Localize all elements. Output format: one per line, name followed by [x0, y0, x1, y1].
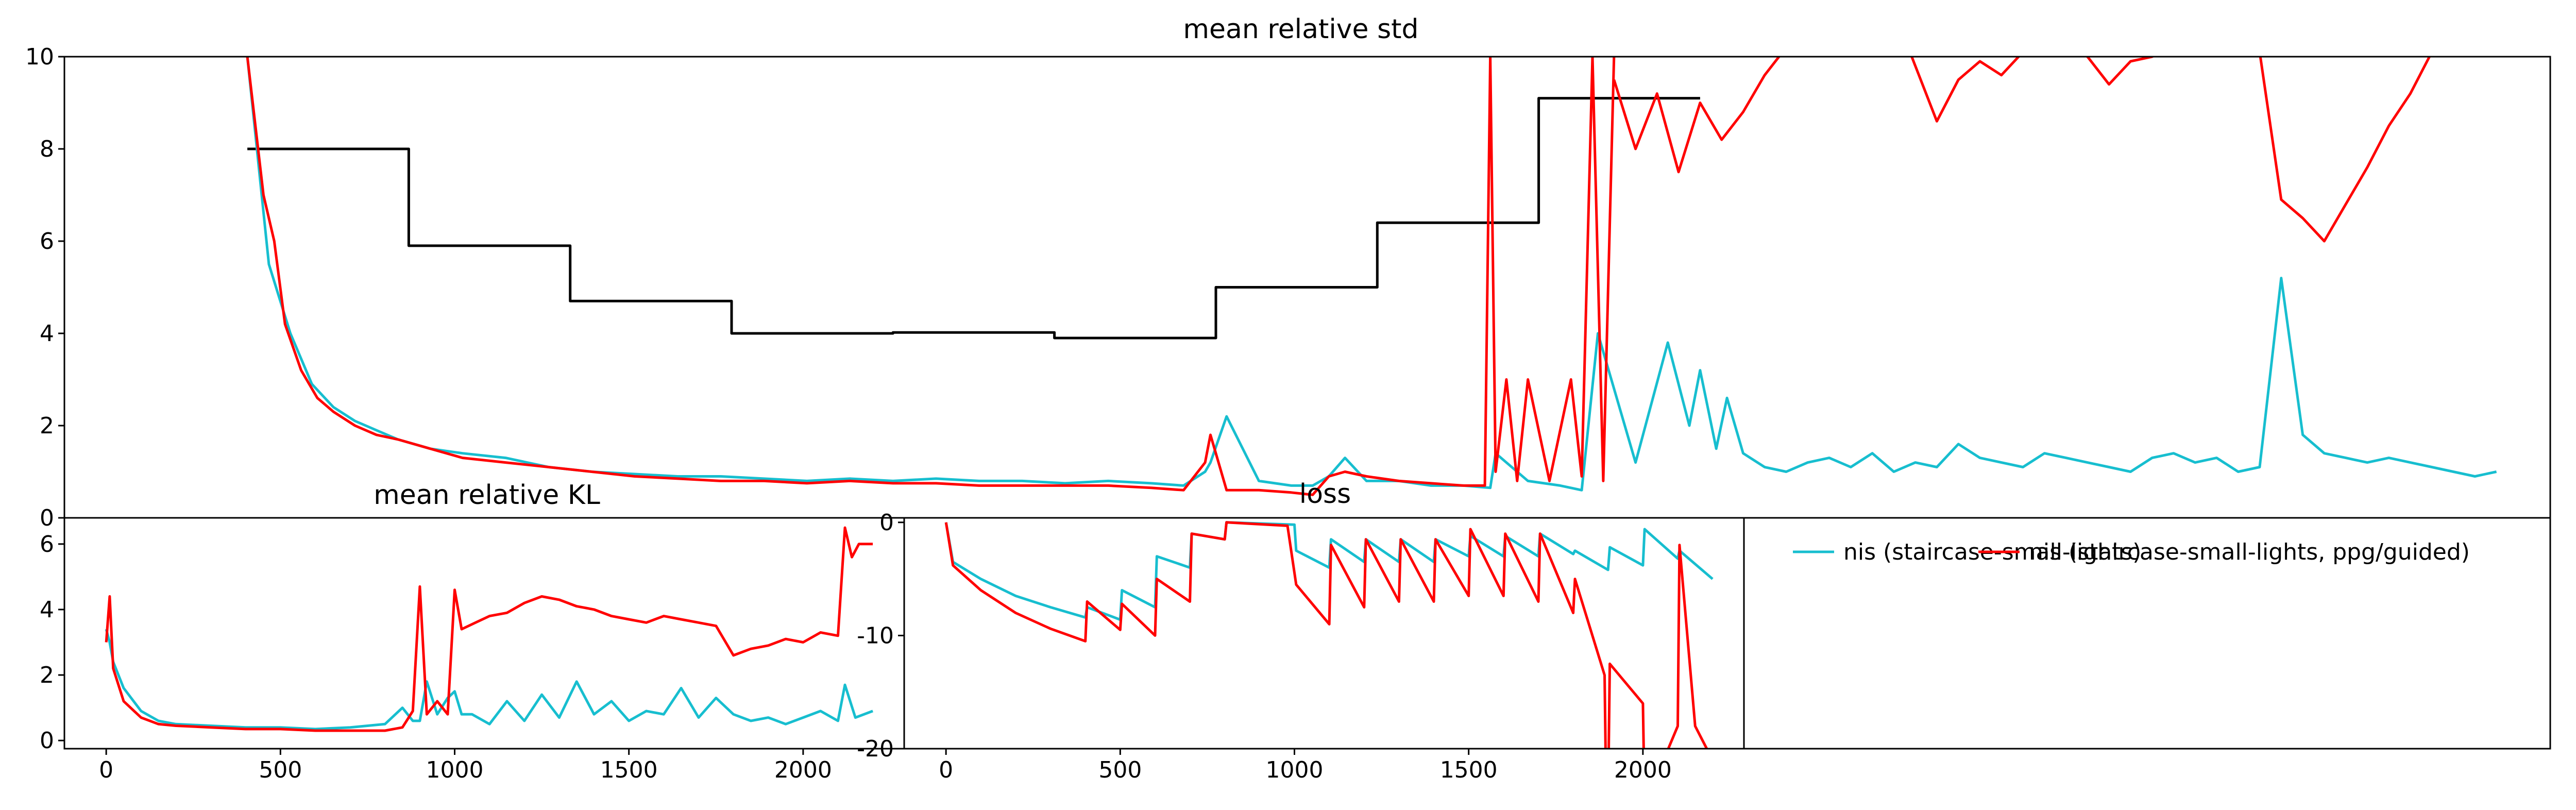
- panel-loss: -20 -10 0 0 500 1000 1500 2000 loss: [857, 479, 1745, 783]
- chart-title-kl: mean relative KL: [374, 480, 600, 511]
- kl-xtick-label: 2000: [774, 757, 832, 783]
- top-series-2-line: [246, 57, 1616, 496]
- loss-xtick-label: 2000: [1614, 757, 1672, 783]
- plot-area-kl: [105, 526, 873, 732]
- top-ytick-label: 10: [25, 44, 54, 70]
- kl-ytick-label: 2: [40, 662, 54, 688]
- kl-xtick-label: 0: [99, 757, 113, 783]
- kl-ytick-label: 6: [40, 531, 54, 558]
- top-ytick-label: 0: [40, 505, 54, 531]
- top-series-1-line: [246, 57, 2497, 492]
- kl-xtick-label: 500: [259, 757, 302, 783]
- panel-mean-relative-std: mean relative std 0 2 4 6 8 10: [25, 14, 2551, 531]
- top-ytick-label: 8: [40, 136, 54, 162]
- top-series-0-line: [247, 97, 1700, 340]
- loss-xtick-label: 1000: [1266, 757, 1324, 783]
- axes-frame-legend: [1743, 517, 2551, 750]
- chart-title-std: mean relative std: [1183, 14, 1418, 45]
- legend-label-red: nis (staircase-small-lights, ppg/guided): [2029, 539, 2470, 565]
- kl-ytick-label: 0: [40, 728, 54, 754]
- loss-xtick-label: 1500: [1440, 757, 1498, 783]
- kl-series-0-line: [105, 629, 873, 731]
- kl-ytick-label: 4: [40, 597, 54, 623]
- axes-frame-kl: [63, 517, 905, 750]
- kl-xtick-label: 1000: [426, 757, 484, 783]
- axis-ticks-loss: -20 -10 0 0 500 1000 1500 2000: [857, 510, 1672, 783]
- kl-series-1-line: [105, 526, 873, 732]
- loss-ytick-label: 0: [879, 510, 894, 536]
- axis-ticks-std: 0 2 4 6 8 10: [25, 44, 64, 531]
- panel-legend: nis (staircase-small-lights) nis (stairc…: [1743, 517, 2551, 750]
- chart-title-loss: loss: [1299, 479, 1351, 510]
- loss-ytick-label: -10: [857, 622, 894, 649]
- top-ytick-label: 2: [40, 413, 54, 439]
- loss-series-1-line: [944, 521, 1708, 749]
- top-ytick-label: 4: [40, 320, 54, 347]
- plot-area-loss: [944, 521, 1714, 749]
- plot-area-std: [246, 57, 2497, 496]
- axis-ticks-kl: 0 2 4 6 0 500 1000 1500 2000: [40, 531, 832, 783]
- kl-xtick-label: 1500: [600, 757, 658, 783]
- top-series-3-line: [1613, 57, 2431, 243]
- top-ytick-label: 6: [40, 228, 54, 255]
- loss-ytick-label: -20: [857, 736, 894, 762]
- loss-xtick-label: 0: [939, 757, 953, 783]
- loss-xtick-label: 500: [1098, 757, 1142, 783]
